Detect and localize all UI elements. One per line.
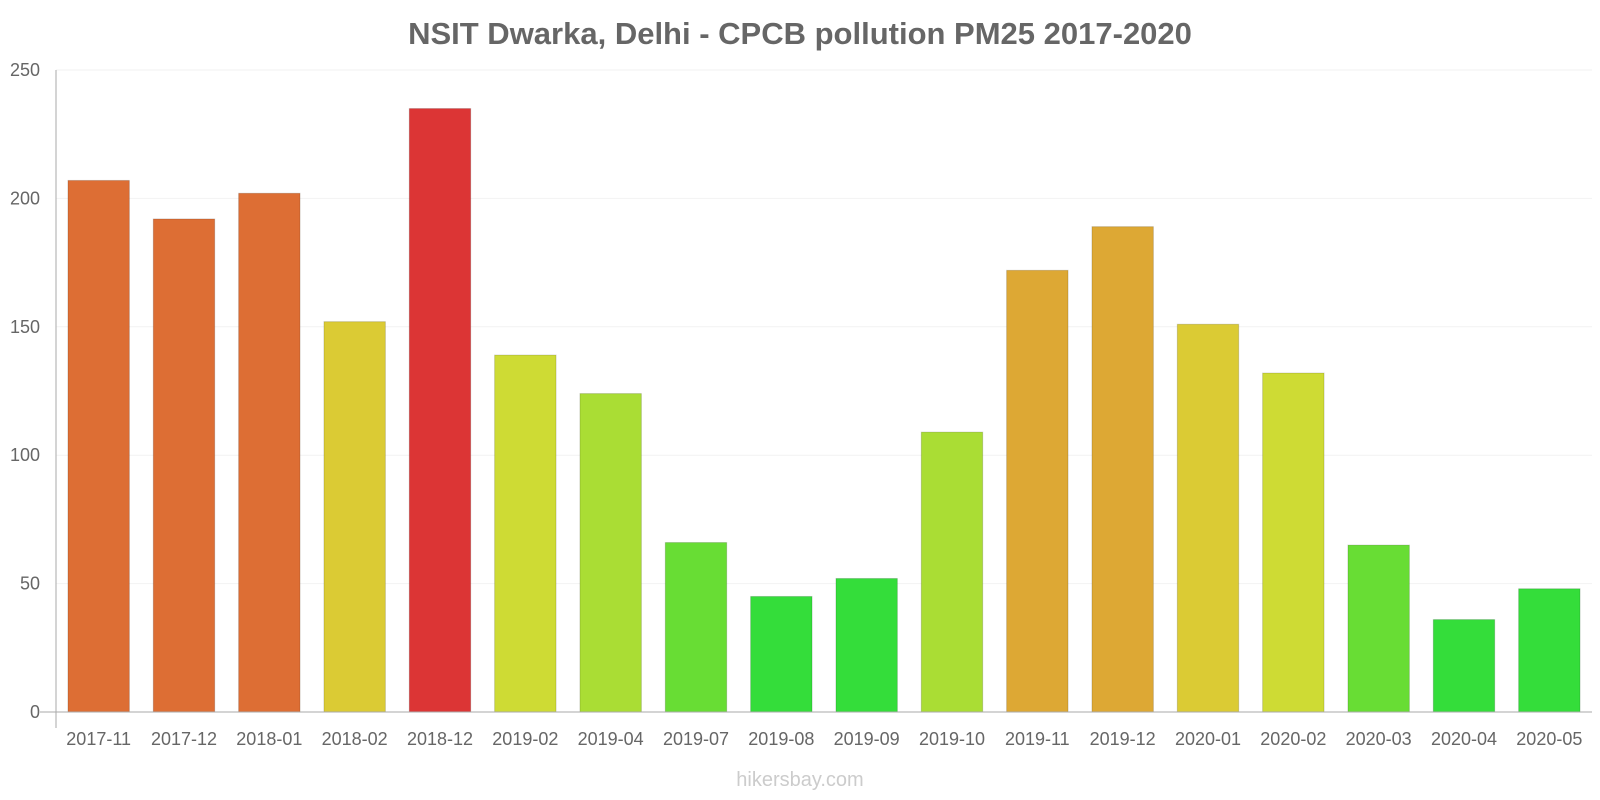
x-tick-label: 2019-11 [1005,729,1070,749]
x-tick-label: 2018-01 [236,729,302,749]
bar-2019-07[interactable] [664,542,728,713]
bar-2017-12[interactable] [152,218,216,713]
bars [67,108,1581,713]
bar-2019-09[interactable] [835,577,898,713]
x-tick-label: 2018-12 [407,729,473,749]
chart-title: NSIT Dwarka, Delhi - CPCB pollution PM25… [408,16,1192,51]
bar-2020-04[interactable] [1432,619,1496,713]
x-tick-label: 2019-12 [1090,729,1156,749]
y-tick-label: 50 [20,574,40,594]
x-tick-label: 2019-08 [748,729,814,749]
bar-2019-12[interactable] [1091,226,1154,713]
bar-2020-05[interactable] [1518,588,1581,713]
x-tick-label: 2019-04 [578,729,644,749]
bar-2020-02[interactable] [1262,372,1325,713]
bar-2019-10[interactable] [920,431,984,713]
x-tick-label: 2019-07 [663,729,729,749]
y-tick-label: 250 [10,60,40,80]
watermark: hikersbay.com [736,769,864,791]
bar-2018-02[interactable] [323,321,386,713]
bar-2018-01[interactable] [238,192,301,713]
x-tick-label: 2017-11 [66,729,131,749]
y-axis-ticks: 0 50 100 150 200 250 [10,60,40,722]
x-tick-label: 2017-12 [151,729,217,749]
bar-2017-11[interactable] [67,179,130,713]
y-tick-label: 150 [10,317,40,337]
x-axis-ticks: 2017-11 2017-12 2018-01 2018-02 2018-12 2019-… [66,729,1582,749]
bar-2018-12[interactable] [408,108,472,713]
bar-2019-08[interactable] [750,595,813,713]
x-tick-label: 2020-02 [1260,729,1326,749]
gridlines [56,69,1592,585]
bar-2019-04[interactable] [579,393,642,713]
y-tick-label: 200 [10,188,40,208]
x-tick-label: 2020-04 [1431,729,1497,749]
y-tick-label: 100 [10,445,40,465]
x-tick-label: 2020-01 [1175,729,1241,749]
axes [40,70,1592,728]
x-tick-label: 2019-02 [492,729,558,749]
x-tick-label: 2019-09 [834,729,900,749]
bar-2020-01[interactable] [1176,323,1240,713]
x-tick-label: 2020-03 [1346,729,1412,749]
x-tick-label: 2019-10 [919,729,985,749]
y-tick-label: 0 [30,702,40,722]
x-tick-label: 2018-02 [322,729,388,749]
bar-2019-02[interactable] [494,354,557,713]
bar-2019-11[interactable] [1006,269,1069,713]
x-tick-label: 2020-05 [1516,729,1582,749]
bar-2020-03[interactable] [1347,544,1410,713]
